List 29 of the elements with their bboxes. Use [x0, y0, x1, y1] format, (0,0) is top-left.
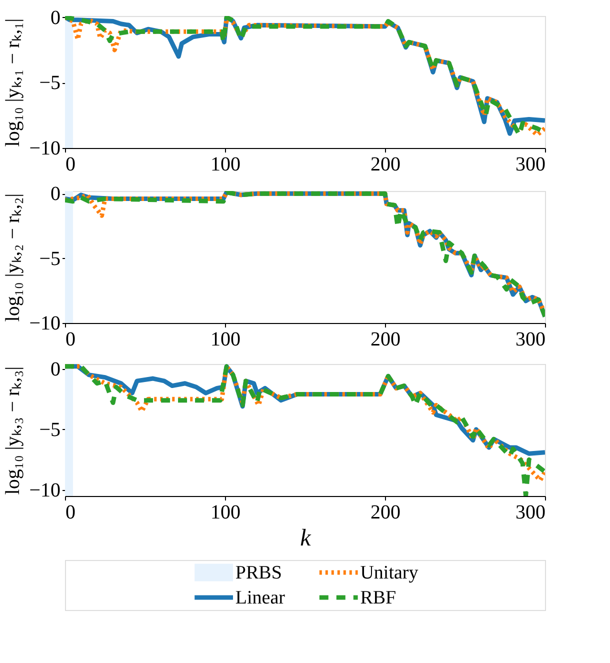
legend-label: Linear — [235, 588, 286, 608]
y-tick-label: −5 — [39, 72, 60, 94]
x-tick-label: 300 — [516, 502, 546, 524]
y-axis-title: log₁₀ |yₖ,₃ − rₖ,₃| — [2, 366, 24, 495]
y-axis-title: log₁₀ |yₖ,₁ − rₖ,₁| — [2, 18, 24, 147]
y-tick-label: −5 — [39, 418, 60, 441]
x-tick-label: 200 — [370, 502, 400, 524]
y-axis-title: log₁₀ |yₖ,₂ − rₖ,₂| — [2, 193, 24, 322]
y-tick-label: 0 — [50, 6, 60, 29]
y-tick-label: −10 — [29, 479, 60, 502]
x-tick-label: 200 — [370, 154, 400, 176]
x-axis-title: k — [300, 526, 312, 552]
y-tick-label: −5 — [39, 248, 60, 270]
y-tick-label: 0 — [50, 183, 60, 206]
x-tick-label: 300 — [516, 328, 546, 350]
x-tick-label: 100 — [210, 328, 240, 350]
y-tick-label: 0 — [50, 358, 60, 380]
x-tick-label: 300 — [516, 154, 546, 176]
x-tick-label: 0 — [66, 328, 76, 350]
x-tick-label: 0 — [66, 502, 76, 524]
x-tick-label: 100 — [210, 154, 240, 176]
y-tick-label: −10 — [29, 312, 60, 334]
x-tick-label: 100 — [210, 502, 240, 524]
legend-label: PRBS — [235, 562, 282, 584]
x-tick-label: 0 — [66, 154, 76, 176]
y-tick-label: −10 — [29, 138, 60, 160]
legend-label: Unitary — [360, 562, 419, 584]
x-tick-label: 200 — [370, 328, 400, 350]
legend-label: RBF — [360, 588, 396, 608]
